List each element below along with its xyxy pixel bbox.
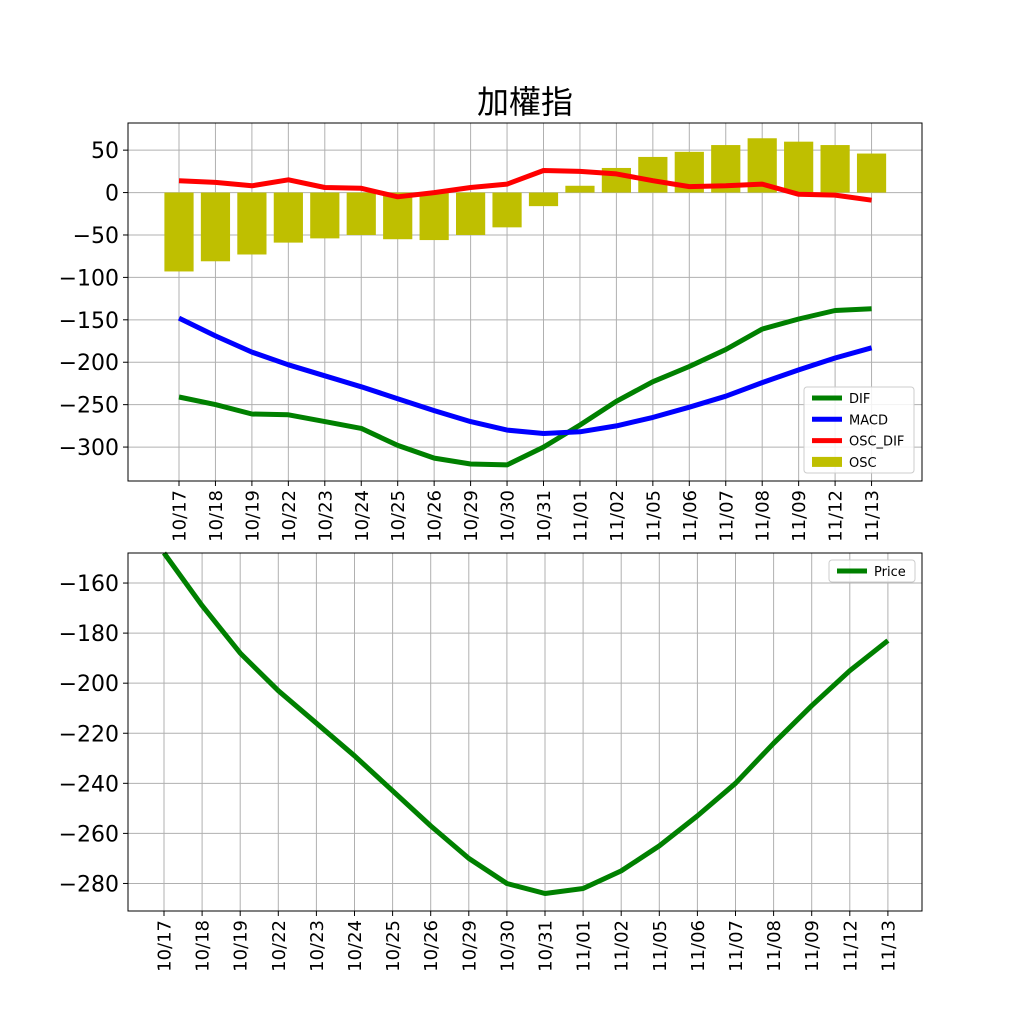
x-tick-label: 10/30 xyxy=(498,490,519,542)
x-tick-label: 11/05 xyxy=(650,920,671,972)
legend-box xyxy=(828,559,916,583)
x-tick-label: 10/25 xyxy=(388,490,409,542)
bar-osc xyxy=(164,192,194,272)
legend-label: MACD xyxy=(849,413,888,428)
price-panel: −160 −180 −200 −220 −240 −260 −280 10/17 10/18 10… xyxy=(59,551,923,972)
bar-osc xyxy=(310,192,340,239)
x-tick-label: 10/22 xyxy=(269,920,290,972)
x-tick-label: 10/17 xyxy=(170,490,191,542)
bar-osc xyxy=(237,192,267,255)
x-tick-label: 10/23 xyxy=(307,920,328,972)
x-tick-label: 10/29 xyxy=(461,490,482,542)
line-price xyxy=(161,551,890,896)
y-tick-label: −180 xyxy=(59,622,119,647)
x-tick-label: 11/01 xyxy=(570,490,591,542)
legend-label: OSC xyxy=(849,456,877,471)
legend: Price xyxy=(828,559,916,583)
x-tick-label: 10/19 xyxy=(231,920,252,972)
x-tick-label: 10/18 xyxy=(206,490,227,542)
y-tick-label: −240 xyxy=(59,772,119,797)
bar-osc xyxy=(273,192,303,243)
legend-label: OSC_DIF xyxy=(849,435,904,450)
x-tick-label: 11/13 xyxy=(878,920,899,972)
x-tick-label: 11/06 xyxy=(688,920,709,972)
bar-osc xyxy=(565,185,595,193)
x-tick-label: 10/31 xyxy=(534,490,555,542)
y-tick-label: −200 xyxy=(59,672,119,697)
x-tick-label: 11/05 xyxy=(643,490,664,542)
y-tick-label: −50 xyxy=(73,224,119,249)
y-tick-label: 50 xyxy=(91,139,119,164)
y-tick-label: −100 xyxy=(59,266,119,291)
legend-label: DIF xyxy=(849,392,870,407)
x-tick-label: 11/02 xyxy=(612,920,633,972)
x-tick-label: 11/09 xyxy=(802,920,823,972)
x-tick-label: 11/07 xyxy=(716,490,737,542)
bar-osc xyxy=(528,192,559,207)
legend-label: Price xyxy=(874,565,906,580)
series-osc xyxy=(164,138,887,272)
bar-osc xyxy=(419,192,449,241)
bar-osc xyxy=(856,153,887,193)
x-tick-label: 10/24 xyxy=(352,490,373,542)
y-tick-label: −160 xyxy=(59,572,119,597)
y-tick-label: −200 xyxy=(59,351,119,376)
bar-osc xyxy=(784,141,814,193)
x-tick-label: 10/19 xyxy=(242,490,263,542)
bar-osc xyxy=(383,192,413,240)
plot-frame xyxy=(127,122,923,482)
line-macd xyxy=(177,315,873,436)
y-tick-label: −220 xyxy=(59,722,119,747)
bar-osc xyxy=(820,145,850,193)
x-tick-label: 10/17 xyxy=(155,920,176,972)
legend: DIF MACD OSC_DIF OSC xyxy=(803,386,915,474)
y-tick-label: 0 xyxy=(105,182,119,207)
x-tick-label: 11/12 xyxy=(826,490,847,542)
x-tick-label: 10/29 xyxy=(459,920,480,972)
x-tick-label: 10/24 xyxy=(345,920,366,972)
grid xyxy=(128,553,922,911)
x-tick-label: 11/13 xyxy=(862,490,883,542)
y-tick-label: −300 xyxy=(59,436,119,461)
bar-osc xyxy=(638,156,668,193)
x-tick-label: 10/30 xyxy=(497,920,518,972)
legend-box xyxy=(803,386,915,474)
x-tick-label: 10/31 xyxy=(536,920,557,972)
plot-frame xyxy=(127,552,923,912)
y-tick-label: −260 xyxy=(59,822,119,847)
x-tick-label: 11/08 xyxy=(764,920,785,972)
line-osc-dif xyxy=(178,168,872,203)
chart-title: 加權指 xyxy=(477,83,573,121)
x-tick-label: 10/18 xyxy=(193,920,214,972)
x-tick-label: 11/08 xyxy=(753,490,774,542)
x-tick-label: 11/06 xyxy=(680,490,701,542)
x-tick-label: 11/01 xyxy=(574,920,595,972)
bar-osc xyxy=(200,192,231,262)
x-tick-label: 11/02 xyxy=(607,490,628,542)
y-tick-label: −280 xyxy=(59,872,119,897)
x-tick-label: 10/26 xyxy=(421,920,442,972)
line-dif xyxy=(178,306,872,468)
x-tick-label: 11/12 xyxy=(840,920,861,972)
y-tick-label: −150 xyxy=(59,309,119,334)
macd-panel: 50 0 −50 −100 −150 −200 −250 −300 10/17 10/18 10/1… xyxy=(59,122,923,542)
x-tick-label: 11/07 xyxy=(726,920,747,972)
y-tick-label: −250 xyxy=(59,394,119,419)
bar-osc xyxy=(456,192,486,235)
bar-osc xyxy=(346,192,376,235)
x-tick-label: 10/23 xyxy=(315,490,336,542)
x-tick-label: 11/09 xyxy=(789,490,810,542)
legend-swatch xyxy=(812,456,842,467)
x-tick-label: 10/25 xyxy=(383,920,404,972)
x-tick-label: 10/26 xyxy=(425,490,446,542)
bar-osc xyxy=(492,192,522,228)
x-tick-label: 10/22 xyxy=(279,490,300,542)
